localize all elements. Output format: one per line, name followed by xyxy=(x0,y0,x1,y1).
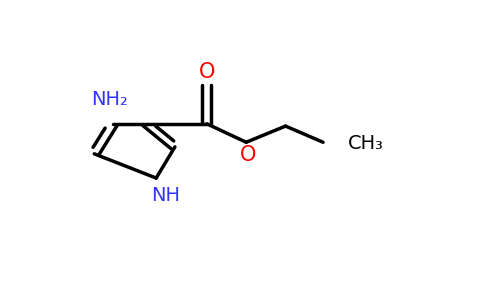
Text: NH₂: NH₂ xyxy=(91,90,128,109)
Text: O: O xyxy=(198,62,215,82)
Text: O: O xyxy=(240,145,256,165)
Text: CH₃: CH₃ xyxy=(348,134,383,153)
Text: NH: NH xyxy=(151,186,180,205)
